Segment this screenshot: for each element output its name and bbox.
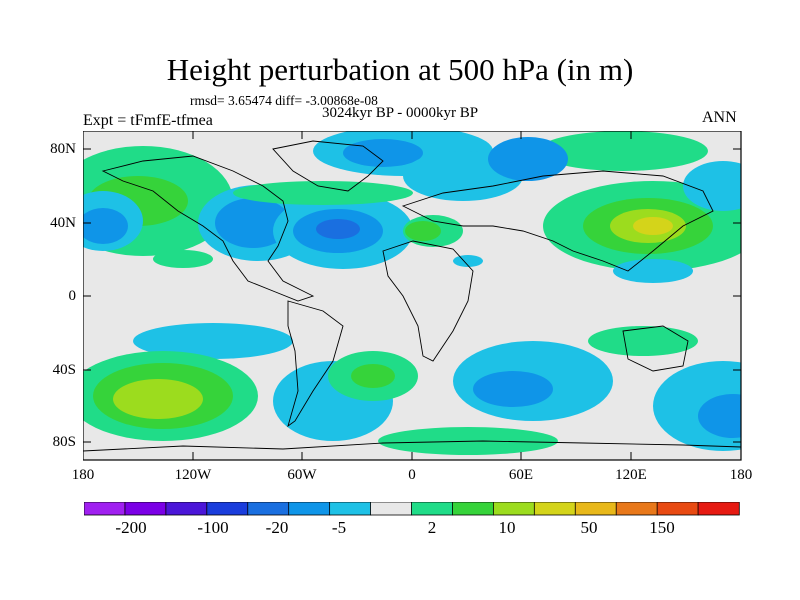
season-label: ANN [702, 109, 737, 126]
lat-label-80s: 80S [52, 434, 76, 450]
lat-label-40s: 40S [52, 362, 76, 378]
colorbar-swatch [452, 502, 495, 516]
world-map [83, 131, 742, 461]
lat-label-0: 0 [68, 288, 77, 304]
contour-region [113, 379, 203, 419]
plot-title: Height perturbation at 500 hPa (in m) [166, 52, 634, 87]
colorbar-swatch [288, 502, 331, 516]
colorbar-label: 2 [427, 518, 437, 537]
colorbar-swatch [656, 502, 699, 516]
contour-fields [83, 131, 741, 460]
contour-region [488, 137, 568, 181]
contour-region [351, 364, 395, 388]
colorbar-swatch [411, 502, 454, 516]
lon-label-60e: 60E [508, 467, 534, 483]
contour-region [316, 219, 360, 239]
contour-region [215, 198, 291, 248]
coastlines [83, 140, 742, 452]
colorbar-swatch [206, 502, 249, 516]
colorbar-swatch [329, 502, 372, 516]
colorbar-label: -5 [331, 518, 347, 537]
period-label: 3024kyr BP - 0000kyr BP [322, 105, 479, 121]
lon-label-120e: 120E [615, 467, 647, 483]
lon-label-0: 0 [408, 467, 416, 483]
lon-label-180e: 180 [729, 467, 753, 483]
colorbar-swatch [697, 502, 740, 516]
lon-label-60w: 60W [287, 467, 317, 483]
lon-label-180w: 180 [71, 467, 95, 483]
lat-label-80n: 80N [50, 141, 76, 157]
contour-region [633, 217, 673, 235]
colorbar-swatch [574, 502, 617, 516]
experiment-label: Expt = tFmfE-tfmea [83, 112, 213, 129]
contour-region [683, 161, 741, 211]
contour-region [698, 394, 741, 438]
colorbar-swatch [533, 502, 576, 516]
colorbar-swatch [84, 502, 126, 516]
colorbar-swatch [165, 502, 208, 516]
colorbar [84, 502, 740, 516]
contour-region [453, 255, 483, 267]
contour-region [588, 326, 698, 356]
axis-ticks [83, 131, 741, 460]
stats-label: rmsd= 3.65474 diff= -3.00868e-08 [190, 93, 378, 108]
colorbar-label: 10 [498, 518, 516, 537]
colorbar-swatch [492, 502, 536, 516]
contour-region [153, 250, 213, 268]
contour-region [233, 181, 413, 205]
colorbar-label: 50 [580, 518, 598, 537]
contour-region [343, 139, 423, 167]
colorbar-swatch [124, 502, 167, 516]
contour-region [538, 131, 708, 171]
contour-region [405, 221, 441, 241]
colorbar-label: -100 [197, 518, 229, 537]
colorbar-label: -20 [265, 518, 289, 537]
lon-label-120w: 120W [174, 467, 212, 483]
colorbar-swatch [615, 502, 658, 516]
contour-region [613, 259, 693, 283]
contour-region [83, 208, 128, 244]
colorbar-swatch [370, 502, 413, 516]
contour-region [473, 371, 553, 407]
lat-label-40n: 40N [50, 215, 76, 231]
colorbar-label: 150 [649, 518, 675, 537]
colorbar-label: -200 [115, 518, 147, 537]
contour-region [133, 323, 293, 359]
colorbar-swatch [247, 502, 290, 516]
